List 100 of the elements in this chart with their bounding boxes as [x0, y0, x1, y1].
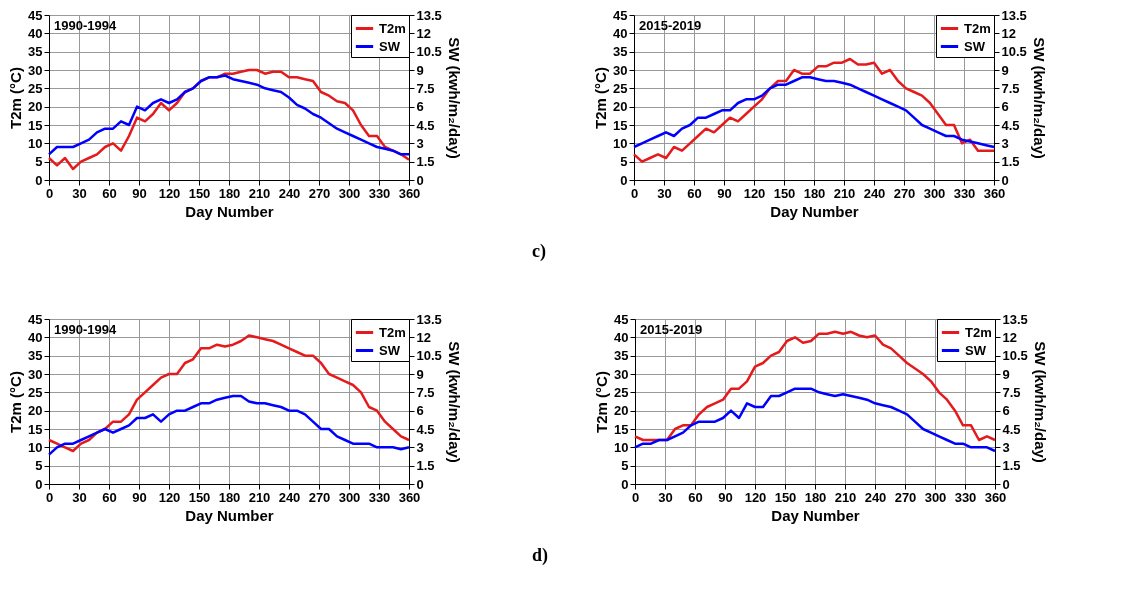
x-tick-label: 270	[308, 185, 331, 201]
text: c)	[532, 241, 546, 262]
y-tick-label: 30	[613, 62, 628, 78]
legend-label: T2m	[379, 20, 406, 36]
x-tick-label: 330	[368, 489, 391, 505]
y-axis-title: T2m (°C)	[7, 67, 25, 129]
x-tick-label: 30	[657, 185, 672, 201]
x-tick-label: 210	[248, 489, 271, 505]
x-tick-label: 60	[688, 489, 703, 505]
x-tick-label: 360	[983, 185, 1006, 201]
y2-tick-label: 12	[416, 25, 431, 41]
x-axis-title: Day Number	[185, 202, 274, 220]
x-tick-label: 210	[248, 185, 271, 201]
x-tick-label: 150	[188, 185, 211, 201]
y2-axis-title: SW (kwh/m₂/day)	[1030, 37, 1048, 159]
line-series	[632, 57, 996, 163]
x-tick-label: 150	[188, 489, 211, 505]
x-tick-label: 240	[864, 489, 887, 505]
y-tick-label: 10	[28, 439, 43, 455]
y2-tick-label: 9	[416, 62, 424, 78]
line-series	[632, 76, 996, 149]
y-tick-label: 45	[614, 311, 629, 327]
y-tick-label: 5	[620, 154, 628, 170]
y2-tick-label: 10.5	[416, 44, 442, 60]
y-tick-label: 40	[614, 329, 629, 345]
x-tick-label: 30	[72, 185, 87, 201]
y-tick-label: 20	[28, 403, 43, 419]
y2-tick-label: 4.5	[1001, 117, 1020, 133]
y-tick-label: 15	[28, 117, 43, 133]
y-tick-label: 25	[614, 384, 629, 400]
line-series	[633, 387, 997, 453]
x-tick-label: 330	[954, 489, 977, 505]
y2-tick-label: 13.5	[416, 7, 442, 23]
y-tick-label: 10	[613, 135, 628, 151]
x-tick-label: 270	[894, 489, 917, 505]
y2-tick-label: 12	[1002, 329, 1017, 345]
y2-tick-label: 0	[416, 172, 424, 188]
y2-tick-label: 7.5	[416, 80, 435, 96]
y-tick-label: 35	[28, 44, 43, 60]
annotation: 1990-1994	[54, 18, 117, 33]
x-tick-label: 300	[338, 185, 361, 201]
y-tick-label: 30	[28, 366, 43, 382]
legend-label: SW	[379, 38, 401, 54]
x-tick-label: 0	[631, 489, 640, 505]
y-tick-label: 10	[614, 439, 629, 455]
text: d)	[531, 545, 549, 566]
x-axis-title: Day Number	[771, 506, 860, 524]
y-tick-label: 15	[28, 421, 43, 437]
legend-label: T2m	[964, 20, 991, 36]
x-tick-label: 120	[158, 489, 181, 505]
y2-tick-label: 6	[1001, 99, 1009, 115]
y-axis-title: T2m (°C)	[592, 67, 610, 129]
x-tick-label: 240	[863, 185, 886, 201]
x-tick-label: 60	[102, 185, 117, 201]
x-tick-label: 360	[984, 489, 1007, 505]
y2-tick-label: 3	[1002, 439, 1010, 455]
annotation: 1990-1994	[54, 322, 117, 337]
x-tick-label: 0	[45, 489, 54, 505]
x-tick-label: 150	[774, 489, 797, 505]
legend-label: SW	[379, 342, 401, 358]
x-tick-label: 120	[743, 185, 766, 201]
y-tick-label: 20	[28, 99, 43, 115]
y-tick-label: 35	[28, 348, 43, 364]
y2-axis-title: SW (kwh/m₂/day)	[445, 37, 463, 159]
x-tick-label: 300	[924, 489, 947, 505]
y-tick-label: 25	[28, 384, 43, 400]
x-tick-label: 90	[132, 489, 147, 505]
y2-tick-label: 10.5	[1002, 348, 1028, 364]
y-tick-label: 20	[613, 99, 628, 115]
y2-tick-label: 1.5	[416, 458, 435, 474]
y-tick-label: 15	[613, 117, 628, 133]
y2-tick-label: 13.5	[1001, 7, 1027, 23]
x-tick-label: 180	[218, 185, 241, 201]
y2-tick-label: 3	[416, 439, 424, 455]
y-tick-label: 45	[613, 7, 628, 23]
y2-tick-label: 7.5	[416, 384, 435, 400]
x-tick-label: 60	[687, 185, 702, 201]
y2-tick-label: 1.5	[1001, 154, 1020, 170]
y2-tick-label: 9	[1001, 62, 1009, 78]
y2-axis-title: SW (kwh/m₂/day)	[1031, 341, 1049, 463]
y2-tick-label: 4.5	[416, 117, 435, 133]
y-tick-label: 30	[28, 62, 43, 78]
y-tick-label: 25	[613, 80, 628, 96]
annotation: 2015-2019	[639, 18, 702, 33]
x-tick-label: 300	[338, 489, 361, 505]
x-tick-label: 90	[717, 185, 732, 201]
y2-tick-label: 9	[416, 366, 424, 382]
x-tick-label: 30	[72, 489, 87, 505]
y2-tick-label: 13.5	[1002, 311, 1028, 327]
y2-tick-label: 10.5	[1001, 44, 1027, 60]
line-series	[47, 74, 411, 156]
x-tick-label: 210	[833, 185, 856, 201]
y-tick-label: 0	[621, 476, 629, 492]
y2-tick-label: 1.5	[1002, 458, 1021, 474]
x-axis-title: Day Number	[770, 202, 859, 220]
y2-tick-label: 12	[1001, 25, 1016, 41]
y-tick-label: 5	[35, 154, 43, 170]
y-tick-label: 0	[35, 476, 43, 492]
y2-tick-label: 7.5	[1001, 80, 1020, 96]
x-tick-label: 270	[308, 489, 331, 505]
